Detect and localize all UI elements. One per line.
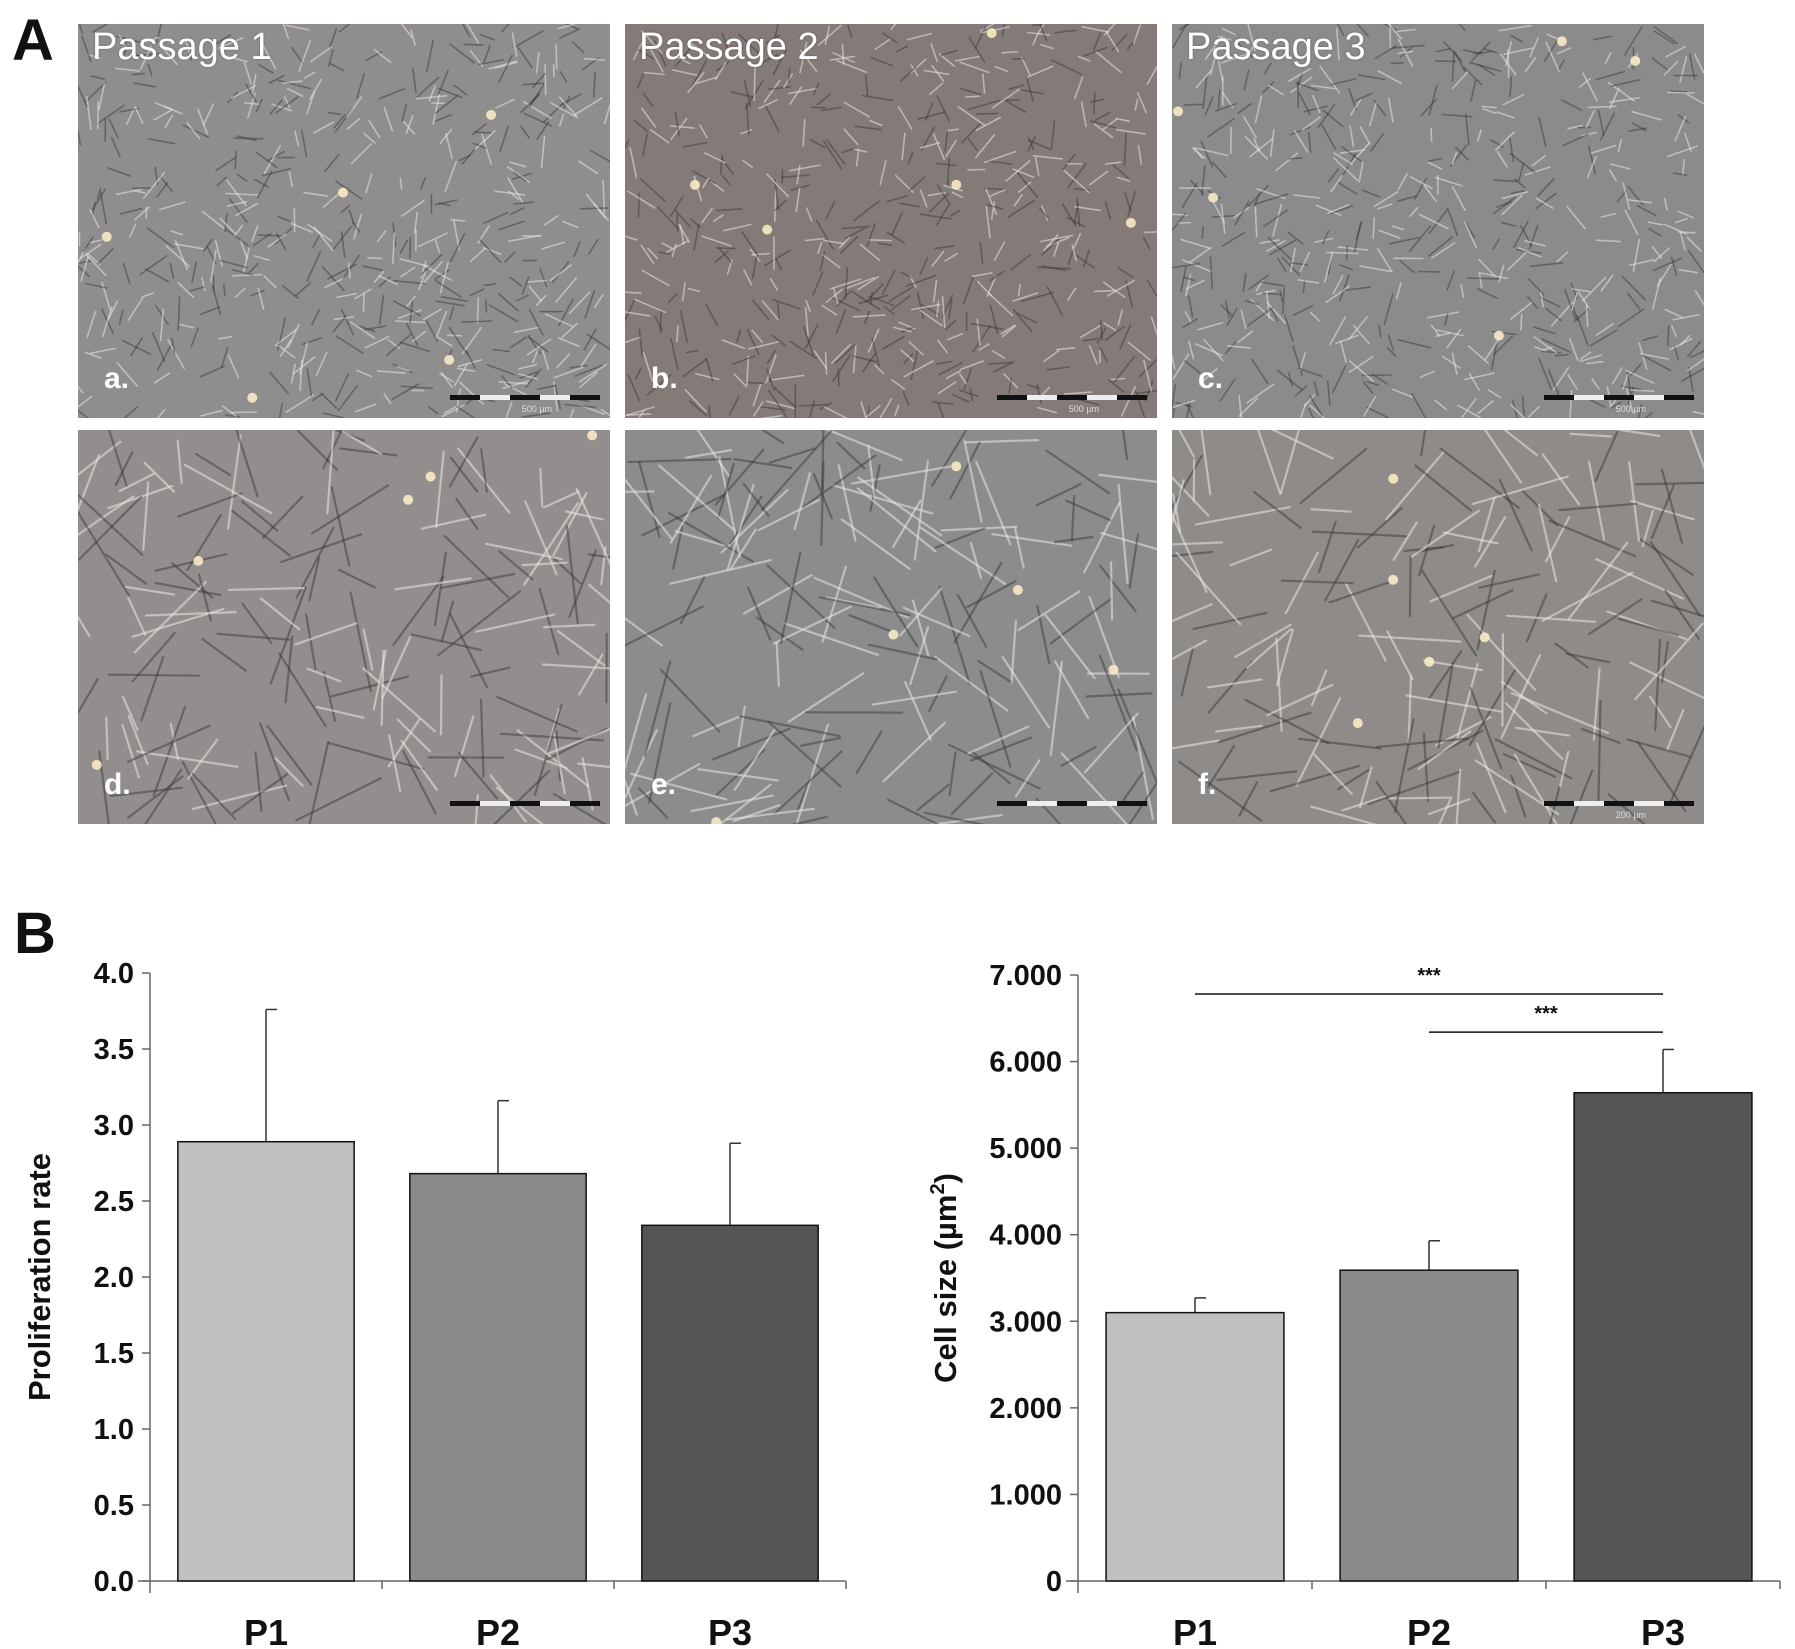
micrograph-letter: e.: [651, 768, 677, 801]
y-tick-label: 4.000: [989, 1220, 1062, 1252]
y-axis-label: Proliferation rate: [22, 1153, 57, 1401]
y-tick-label: 5.000: [989, 1133, 1062, 1165]
micrograph-f: f. 200 µm: [1172, 430, 1704, 824]
cell-texture: [1172, 430, 1704, 824]
micrograph-letter: f.: [1198, 768, 1217, 801]
proliferation-rate-chart: 0.0 0.5 1.0 1.5 2.0 2.5 3.0 3.5 4.0 P1 P2 P3 Prolife…: [22, 958, 847, 1649]
y-tick-label: 7.000: [989, 960, 1062, 992]
y-tick-label: 1.000: [989, 1479, 1062, 1511]
x-tick-label: P3: [708, 1612, 752, 1649]
cell-texture: [78, 24, 610, 418]
scale-bar: [997, 801, 1147, 806]
significance-label: ***: [1417, 965, 1441, 987]
cell-texture: [625, 24, 1157, 418]
micrograph-grid: Passage 1 a. 500 µm Passage 2 b. 500 µm Passag…: [78, 24, 1705, 824]
y-tick-label: 2.0: [94, 1262, 134, 1294]
x-tick-label: P2: [476, 1612, 520, 1649]
micrograph-title: Passage 3: [1186, 26, 1366, 68]
scale-bar-label: 500 µm: [521, 404, 552, 414]
x-tick-label: P3: [1641, 1612, 1685, 1649]
y-tick-label: 2.5: [94, 1186, 134, 1218]
micrograph-title: Passage 2: [639, 26, 819, 68]
bar-p3: [1573, 1091, 1753, 1582]
micrograph-title: Passage 1: [92, 26, 272, 68]
y-tick-label: 0.0: [94, 1566, 134, 1598]
micrograph-c: Passage 3 c. 500 µm: [1172, 24, 1704, 418]
scale-bar: [450, 801, 600, 806]
panel-label-a: A: [12, 8, 54, 73]
y-axis-label-sup: 2: [927, 1183, 949, 1194]
cell-size-chart: 0 1.000 2.000 3.000 4.000 5.000 6.000 7.000 P1 P2…: [927, 960, 1781, 1649]
cell-texture: [625, 430, 1157, 824]
micrograph-letter: b.: [651, 362, 678, 395]
bar-p1: [1105, 1311, 1285, 1582]
cell-texture: [1172, 24, 1704, 418]
scale-bar: [1544, 801, 1694, 806]
scale-bar-label: 500 µm: [1615, 404, 1646, 414]
y-tick-label: 6.000: [989, 1047, 1062, 1079]
micrograph-letter: d.: [104, 768, 131, 801]
bar-p1: [177, 1140, 355, 1582]
x-tick-label: P2: [1407, 1612, 1451, 1649]
scale-bar: [1544, 395, 1694, 400]
y-tick-label: 3.000: [989, 1306, 1062, 1338]
y-tick-label: 0: [1046, 1566, 1062, 1598]
panel-label-b: B: [14, 901, 56, 966]
y-tick-label: 4.0: [94, 958, 134, 990]
y-tick-label: 3.0: [94, 1110, 134, 1142]
y-axis-label-close: ): [928, 1173, 963, 1183]
scale-bar: [450, 395, 600, 400]
micrograph-letter: a.: [104, 362, 130, 395]
bar-p2: [1339, 1269, 1519, 1582]
x-tick-label: P1: [1173, 1612, 1217, 1649]
scale-bar-label: 200 µm: [1615, 810, 1646, 820]
y-tick-label: 2.000: [989, 1393, 1062, 1425]
micrograph-e: e.: [625, 430, 1157, 824]
micrograph-a: Passage 1 a. 500 µm: [78, 24, 610, 418]
bar-p2: [409, 1172, 587, 1582]
scale-bar: [997, 395, 1147, 400]
cell-texture: [78, 430, 610, 824]
significance-label: ***: [1534, 1003, 1558, 1025]
y-tick-label: 1.5: [94, 1338, 134, 1370]
micrograph-b: Passage 2 b. 500 µm: [625, 24, 1157, 418]
y-axis-label: Cell size (µm2): [927, 1173, 963, 1383]
scale-bar-label: 500 µm: [1068, 404, 1099, 414]
bar-p3: [641, 1224, 819, 1582]
micrograph-d: d.: [78, 430, 610, 824]
y-tick-label: 0.5: [94, 1490, 134, 1522]
y-axis-label-main: Cell size (µm: [928, 1195, 963, 1383]
y-tick-label: 3.5: [94, 1034, 134, 1066]
y-tick-label: 1.0: [94, 1414, 134, 1446]
micrograph-letter: c.: [1198, 362, 1224, 395]
x-tick-label: P1: [244, 1612, 288, 1649]
